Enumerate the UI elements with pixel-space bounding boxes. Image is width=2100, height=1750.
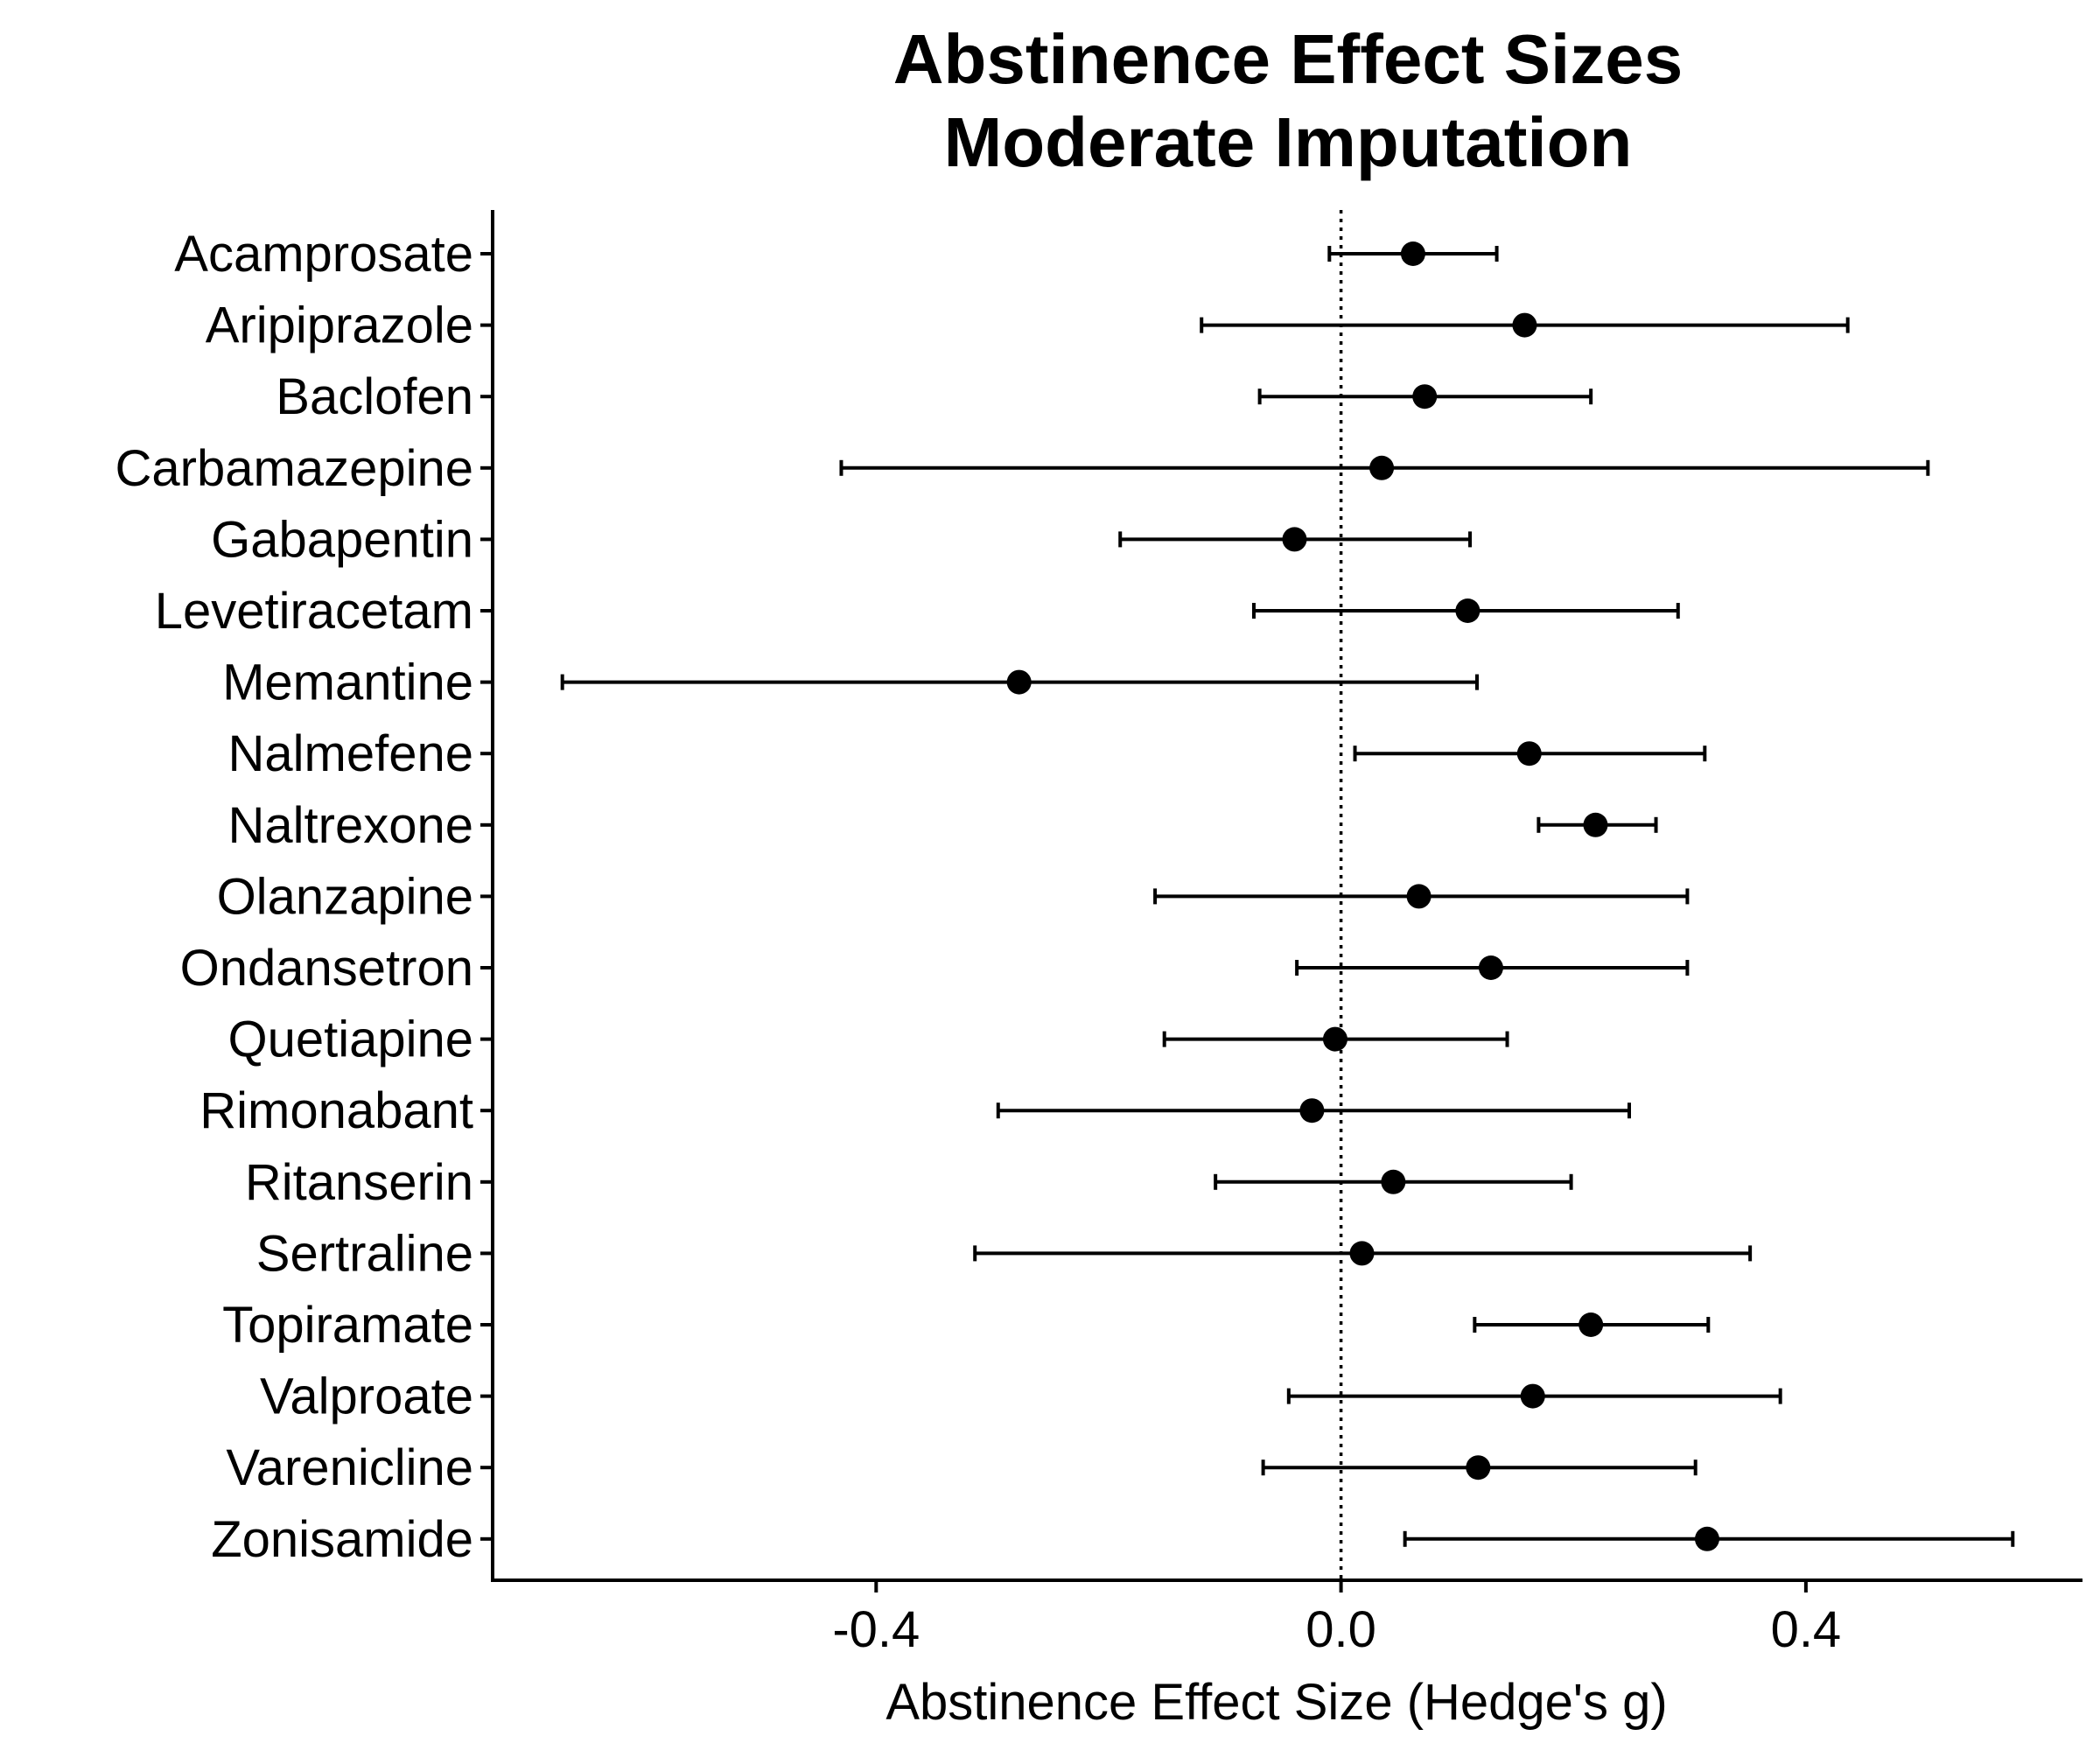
y-tick-label: Topiramate	[222, 1297, 473, 1354]
plot-area: -0.4 0.0 0.4 Acamprosate Aripiprazole Baclofe…	[116, 210, 2082, 1658]
y-tick-label: Aripiprazole	[206, 298, 473, 354]
y-tick-label: Sertraline	[256, 1225, 473, 1282]
point-estimate	[1516, 741, 1542, 766]
point-estimate	[1512, 312, 1537, 338]
point-estimate	[1466, 1455, 1491, 1480]
point-estimate	[1455, 598, 1480, 623]
point-estimate	[1349, 1241, 1375, 1266]
y-tick-label: Naltrexone	[228, 797, 473, 854]
y-tick-label: Gabapentin	[211, 511, 473, 568]
point-estimate	[1381, 1169, 1406, 1194]
y-tick-label: Levetiracetam	[155, 583, 473, 640]
chart-title-line-2: Moderate Imputation	[944, 103, 1633, 181]
point-estimate	[1299, 1098, 1325, 1124]
y-tick-label: Ritanserin	[245, 1154, 473, 1211]
point-estimate	[1282, 527, 1307, 552]
y-tick-label: Carbamazepine	[116, 440, 473, 497]
point-estimate	[1406, 884, 1432, 909]
y-tick-label: Memantine	[222, 654, 473, 711]
y-tick-label: Baclofen	[276, 368, 473, 425]
y-tick-label: Varenicline	[226, 1439, 473, 1496]
point-estimate	[1400, 242, 1425, 266]
y-tick-label: Quetiapine	[228, 1012, 473, 1068]
point-estimate	[1006, 669, 1032, 695]
x-tick-label: 0.0	[1306, 1601, 1376, 1658]
point-estimate	[1694, 1526, 1719, 1551]
y-tick-label: Zonisamide	[211, 1511, 473, 1568]
x-tick-label: 0.4	[1771, 1601, 1842, 1658]
point-estimate	[1369, 455, 1395, 480]
chart-title-line-1: Abstinence Effect Sizes	[893, 20, 1684, 98]
point-estimate	[1520, 1383, 1545, 1409]
point-estimate	[1478, 956, 1503, 980]
point-estimate	[1412, 384, 1438, 410]
y-tick-label: Rimonabant	[200, 1082, 473, 1139]
x-tick-label: -0.4	[832, 1601, 920, 1658]
y-tick-label: Ondansetron	[180, 940, 473, 997]
y-tick-label: Nalmefene	[228, 725, 473, 782]
x-axis-title: Abstinence Effect Size (Hedge's g)	[886, 1674, 1667, 1731]
y-tick-label: Acamprosate	[174, 226, 473, 283]
point-estimate	[1322, 1026, 1348, 1052]
y-tick-label: Valproate	[260, 1368, 473, 1425]
y-tick-label: Olanzapine	[217, 868, 473, 925]
point-estimate	[1578, 1312, 1604, 1337]
point-estimate	[1583, 812, 1608, 837]
